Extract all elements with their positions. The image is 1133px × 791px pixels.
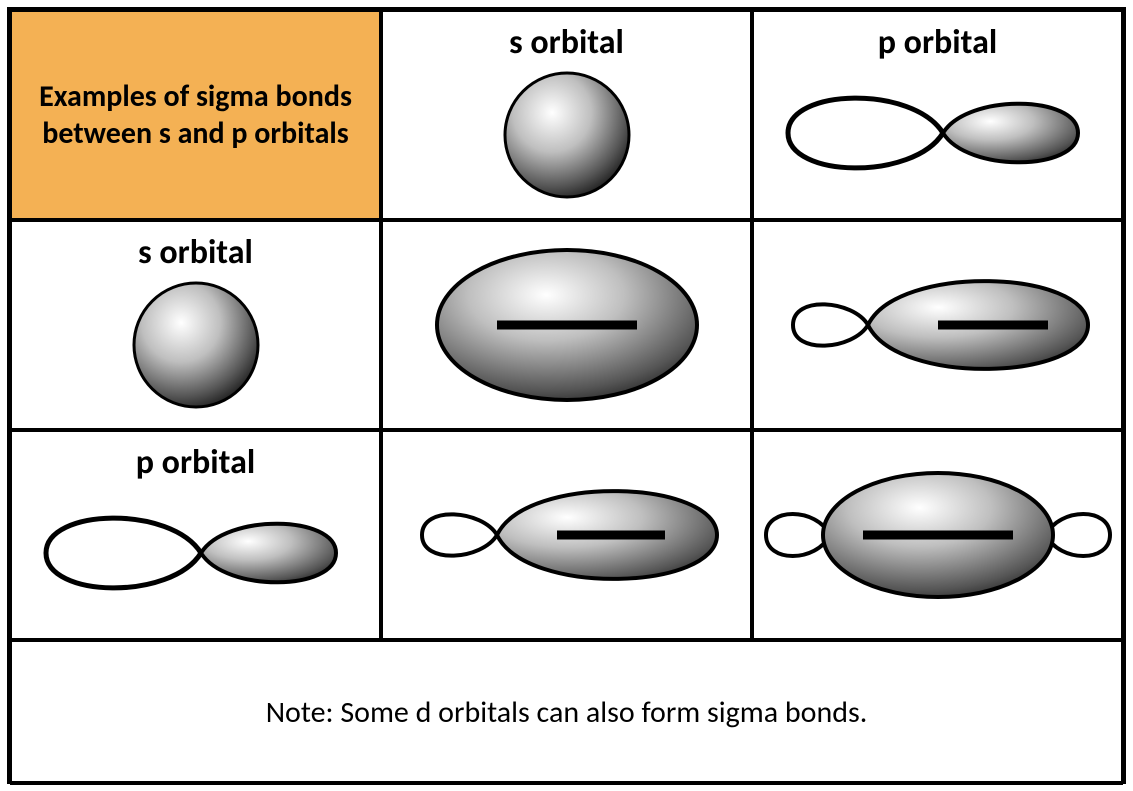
sp-bond-cell-2 <box>381 430 752 640</box>
p-orbital-icon-row <box>26 483 366 623</box>
note-text: Note: Some d orbitals can also form sigm… <box>266 694 868 731</box>
ss-sigma-bond-icon <box>407 235 727 415</box>
sp-sigma-bond-icon <box>768 245 1108 405</box>
sp-bond-cell-1 <box>752 220 1123 430</box>
col-header-s: s orbital <box>381 10 752 220</box>
note-row: Note: Some d orbitals can also form sigm… <box>10 640 1123 785</box>
sp-sigma-bond-icon-2 <box>397 455 737 615</box>
ss-bond-cell <box>381 220 752 430</box>
orbital-table: Examples of sigma bonds between s and p … <box>7 7 1126 784</box>
s-orbital-icon <box>487 63 647 203</box>
row-header-p: p orbital <box>10 430 381 640</box>
col-header-p-label: p orbital <box>878 22 997 63</box>
title-cell: Examples of sigma bonds between s and p … <box>10 10 381 220</box>
row-header-p-label: p orbital <box>136 442 255 483</box>
p-orbital-icon <box>768 63 1108 203</box>
row-header-s: s orbital <box>10 220 381 430</box>
row-header-s-label: s orbital <box>138 232 253 273</box>
title-text: Examples of sigma bonds between s and p … <box>30 78 361 153</box>
col-header-s-label: s orbital <box>509 22 624 63</box>
s-orbital-icon-row <box>116 273 276 413</box>
pp-sigma-bond-icon <box>758 455 1118 615</box>
col-header-p: p orbital <box>752 10 1123 220</box>
pp-bond-cell <box>752 430 1123 640</box>
